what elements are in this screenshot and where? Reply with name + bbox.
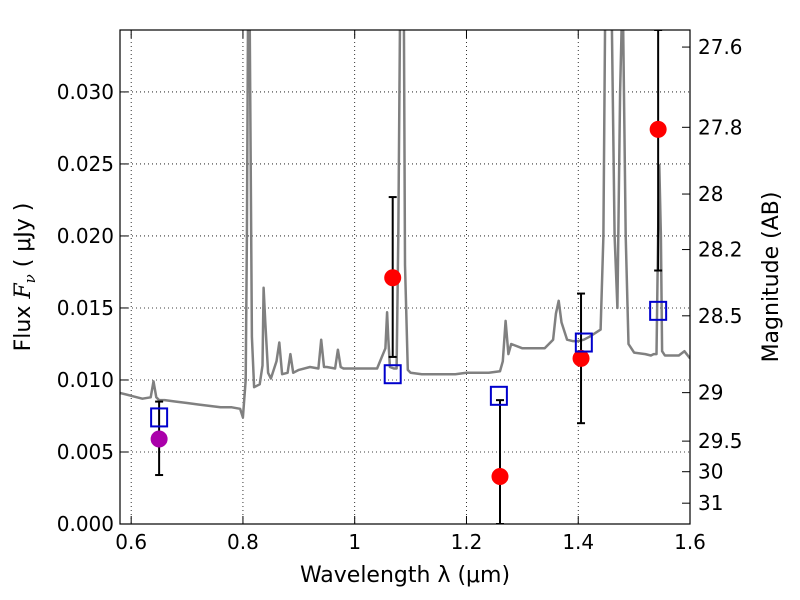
y-tick-label: 0.005 (57, 440, 114, 464)
y-tick-label: 0.010 (57, 368, 114, 392)
y-tick-label: 0.000 (57, 512, 114, 536)
y2-tick-label: 27.6 (698, 35, 743, 59)
x-tick-label: 1.6 (674, 530, 706, 554)
model-flux-square (489, 385, 508, 406)
y2-tick-label: 28.2 (698, 238, 743, 262)
x-axis: 0.6 0.8 1 1.2 1.4 1.6 (115, 30, 706, 554)
x-tick-label: 0.6 (115, 530, 147, 554)
x-axis-label: Wavelength λ (μm) (300, 563, 510, 588)
y-axis-label: Flux Fν ( μJy ) (11, 203, 39, 352)
y-axis-label-prefix: Flux (11, 299, 36, 352)
observed-flux-point (384, 269, 402, 287)
y-tick-label: 0.025 (57, 152, 114, 176)
y2-tick-label: 29 (698, 381, 723, 405)
plot-frame (119, 29, 691, 525)
y2-tick-label: 28.5 (698, 304, 743, 328)
y2-tick-label: 27.8 (698, 115, 743, 139)
y-axis-label-sub: ν (21, 274, 39, 283)
model-flux-square (649, 300, 668, 321)
y2-axis-label: Magnitude (AB) (759, 192, 784, 363)
y-axis-label-var: F (11, 283, 36, 300)
y2-tick-label: 28 (698, 182, 723, 206)
model-flux-square (383, 364, 402, 385)
y2-tick-label: 30 (698, 460, 723, 484)
y-axis-left: 0.000 0.005 0.010 0.015 0.020 0.025 0.030 (57, 80, 128, 536)
y-tick-label: 0.030 (57, 80, 114, 104)
y2-tick-label: 31 (698, 491, 723, 515)
y2-tick-label: 29.5 (698, 429, 743, 453)
y-tick-label: 0.015 (57, 296, 114, 320)
y-tick-label: 0.020 (57, 224, 114, 248)
x-tick-label: 1 (348, 530, 361, 554)
x-tick-label: 0.8 (227, 530, 259, 554)
observed-flux-point (491, 467, 509, 485)
model-spectrum-line (120, 30, 690, 419)
y-axis-label-suffix: ( μJy ) (11, 203, 36, 275)
model-flux-square (150, 407, 169, 428)
data-marks (150, 30, 668, 524)
observed-flux-point (150, 430, 168, 448)
x-tick-label: 1.2 (451, 530, 483, 554)
observed-flux-point (572, 349, 590, 367)
y-axis-right: 27.6 27.8 28 28.2 28.5 29 29.5 30 31 (682, 35, 743, 515)
x-tick-label: 1.4 (562, 530, 594, 554)
observed-flux-point (649, 120, 667, 138)
model-flux-square (574, 332, 593, 353)
